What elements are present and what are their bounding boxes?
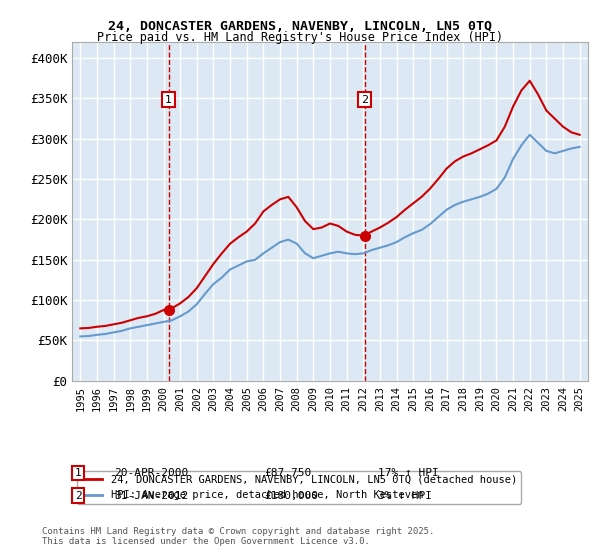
Legend: 24, DONCASTER GARDENS, NAVENBY, LINCOLN, LN5 0TQ (detached house), HPI: Average : 24, DONCASTER GARDENS, NAVENBY, LINCOLN,…: [77, 471, 521, 505]
Text: 20-APR-2000: 20-APR-2000: [114, 468, 188, 478]
Text: 17% ↑ HPI: 17% ↑ HPI: [378, 468, 439, 478]
Text: £87,750: £87,750: [264, 468, 311, 478]
Text: 3% ↑ HPI: 3% ↑ HPI: [378, 491, 432, 501]
Text: 2: 2: [74, 491, 82, 501]
Text: 2: 2: [361, 95, 368, 105]
Text: Price paid vs. HM Land Registry's House Price Index (HPI): Price paid vs. HM Land Registry's House …: [97, 31, 503, 44]
Text: 24, DONCASTER GARDENS, NAVENBY, LINCOLN, LN5 0TQ: 24, DONCASTER GARDENS, NAVENBY, LINCOLN,…: [108, 20, 492, 32]
Text: 31-JAN-2012: 31-JAN-2012: [114, 491, 188, 501]
Text: 1: 1: [165, 95, 172, 105]
Text: £180,000: £180,000: [264, 491, 318, 501]
Text: 1: 1: [74, 468, 82, 478]
Text: Contains HM Land Registry data © Crown copyright and database right 2025.
This d: Contains HM Land Registry data © Crown c…: [42, 526, 434, 546]
